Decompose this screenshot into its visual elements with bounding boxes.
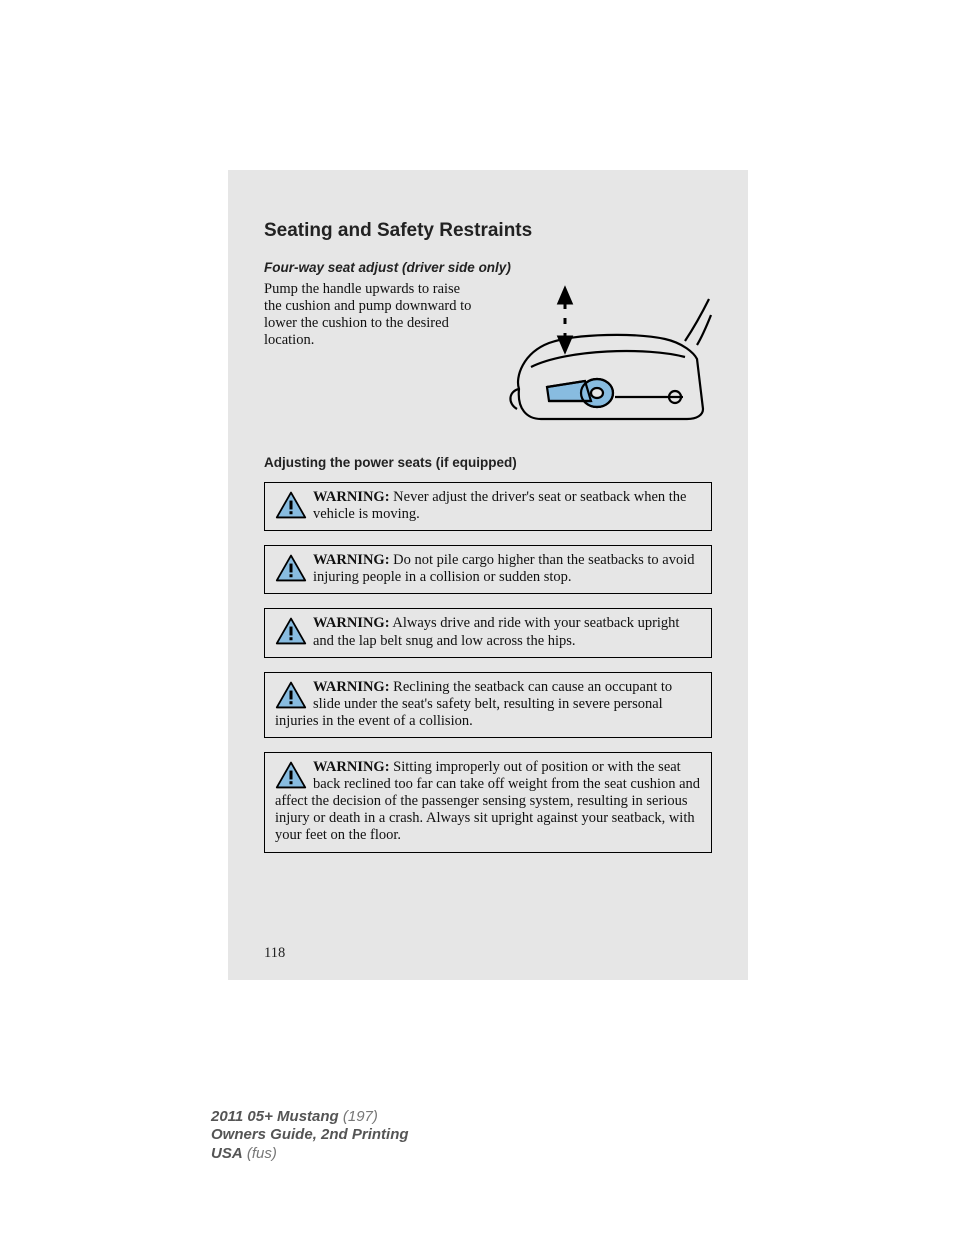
warning-text-5: WARNING: Sitting improperly out of posit…	[275, 759, 701, 845]
warning-label: WARNING:	[313, 489, 390, 505]
subsection-title-four-way: Four-way seat adjust (driver side only)	[264, 260, 712, 275]
page-number: 118	[264, 945, 285, 962]
footer-region-code: (fus)	[247, 1145, 277, 1162]
seat-adjust-illustration	[487, 281, 712, 431]
warning-box-5: WARNING: Sitting improperly out of posit…	[264, 752, 712, 853]
section-title: Seating and Safety Restraints	[264, 220, 712, 242]
manual-page: Seating and Safety Restraints Four-way s…	[228, 170, 748, 980]
warning-icon	[275, 490, 307, 520]
footer-model: 2011 05+ Mustang	[211, 1108, 339, 1125]
warning-label: WARNING:	[313, 552, 390, 568]
warning-label: WARNING:	[313, 615, 390, 631]
warning-text-2: WARNING: Do not pile cargo higher than t…	[275, 552, 701, 586]
warning-box-3: WARNING: Always drive and ride with your…	[264, 608, 712, 657]
subsection-title-power-seats: Adjusting the power seats (if equipped)	[264, 455, 712, 470]
warning-text-4: WARNING: Reclining the seatback can caus…	[275, 679, 701, 730]
footer-region: USA	[211, 1145, 243, 1162]
warning-label: WARNING:	[313, 679, 390, 695]
warning-text-3: WARNING: Always drive and ride with your…	[275, 615, 701, 649]
footer-line-1: 2011 05+ Mustang (197)	[211, 1108, 409, 1126]
footer: 2011 05+ Mustang (197) Owners Guide, 2nd…	[211, 1108, 409, 1163]
intro-paragraph: Pump the handle upwards to raise the cus…	[264, 281, 473, 431]
footer-line-2: Owners Guide, 2nd Printing	[211, 1126, 409, 1144]
warning-icon	[275, 680, 307, 710]
warning-label: WARNING:	[313, 759, 390, 775]
warning-box-4: WARNING: Reclining the seatback can caus…	[264, 672, 712, 738]
footer-line-3: USA (fus)	[211, 1145, 409, 1163]
intro-row: Pump the handle upwards to raise the cus…	[264, 281, 712, 431]
warning-icon	[275, 616, 307, 646]
warning-text-1: WARNING: Never adjust the driver's seat …	[275, 489, 701, 523]
footer-code: (197)	[343, 1108, 378, 1125]
warning-box-2: WARNING: Do not pile cargo higher than t…	[264, 545, 712, 594]
warning-box-1: WARNING: Never adjust the driver's seat …	[264, 482, 712, 531]
warning-icon	[275, 760, 307, 790]
warning-icon	[275, 553, 307, 583]
